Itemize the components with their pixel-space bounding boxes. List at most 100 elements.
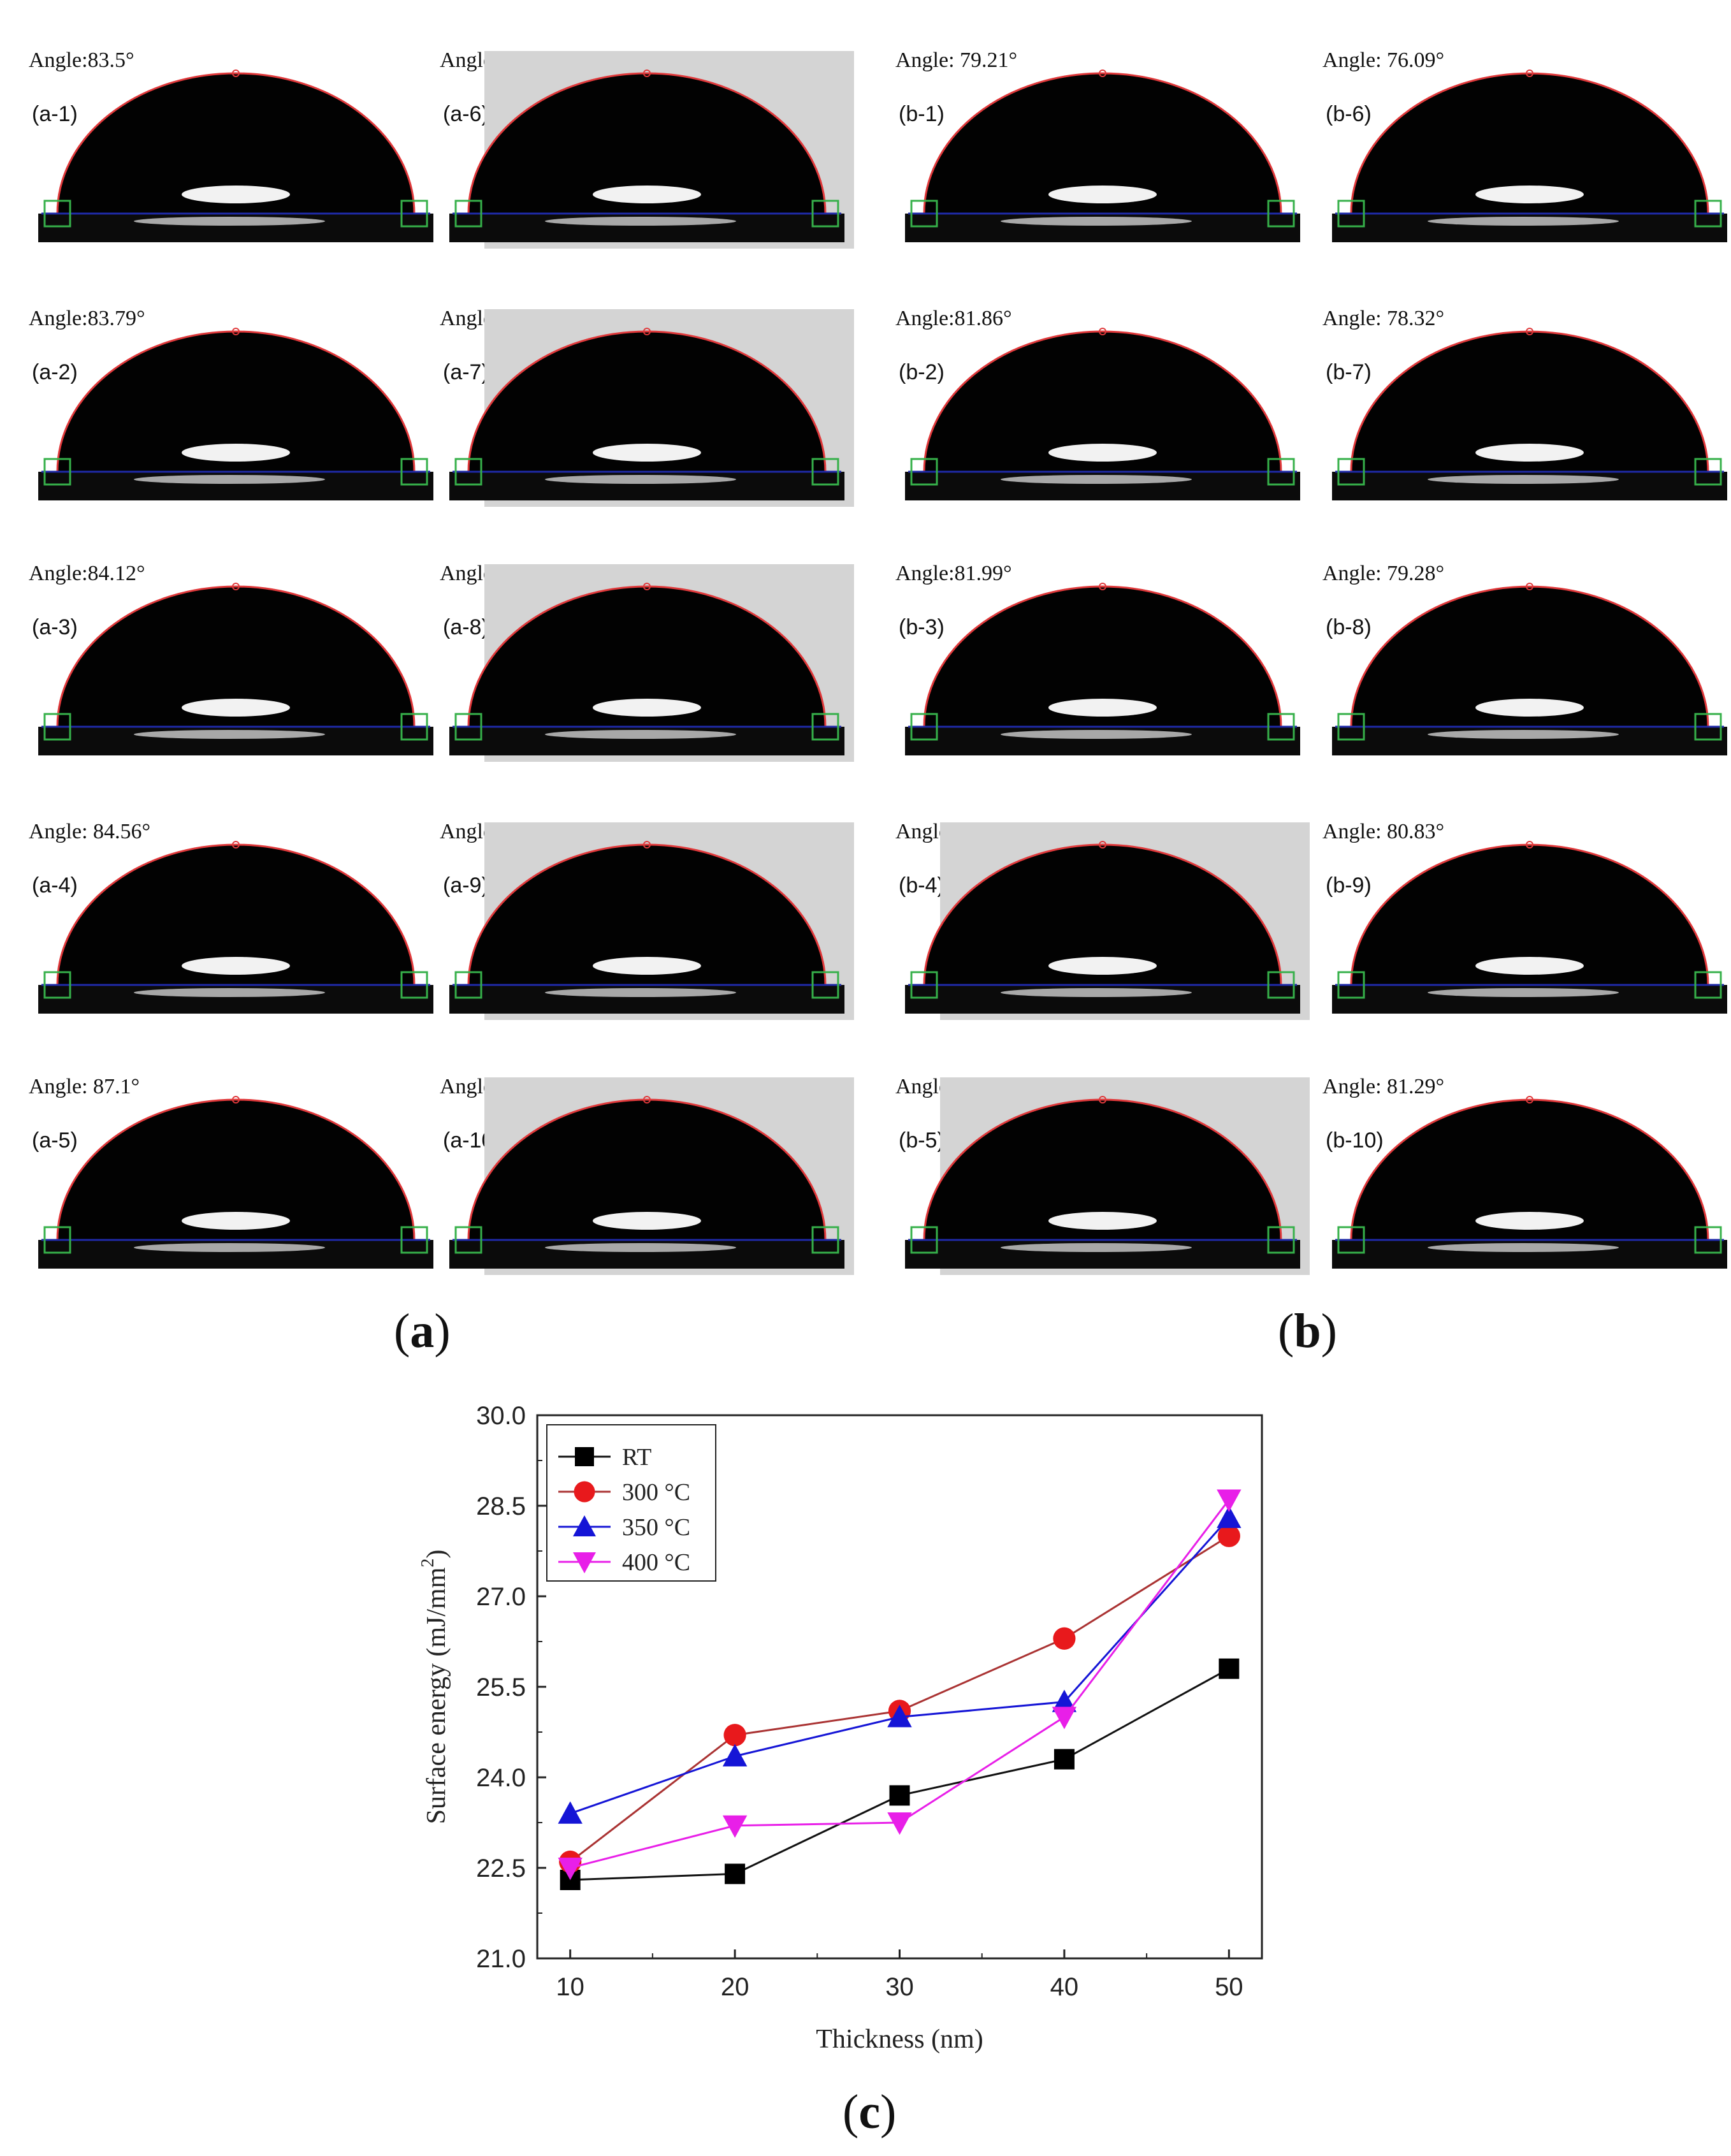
- data-point: [1052, 1707, 1077, 1730]
- droplet-image: Angle:83.79° (a-2): [29, 307, 433, 500]
- image-label: (b-7): [1326, 360, 1372, 384]
- contact-marker-right: [811, 1226, 839, 1254]
- reflection: [545, 475, 736, 484]
- apex-marker: [232, 841, 240, 849]
- y-tick-label: 24.0: [476, 1764, 526, 1792]
- legend-label: 350 °C: [622, 1514, 690, 1541]
- image-label: (b-5): [899, 1128, 945, 1153]
- y-axis-label-close: ): [422, 1550, 451, 1559]
- contact-marker-left: [454, 971, 482, 999]
- apex-marker: [232, 583, 240, 590]
- contact-marker-right: [1694, 713, 1722, 741]
- angle-label: Angle: 79.28°: [1322, 562, 1444, 585]
- contact-marker-left: [43, 971, 71, 999]
- series-1: [560, 1658, 1240, 1890]
- droplet-image: Angle: 79.21° (b-1): [895, 48, 1300, 242]
- reflection: [545, 217, 736, 226]
- apex-marker: [232, 328, 240, 335]
- y-axis-label-main: Surface energy (mJ/mm: [422, 1567, 451, 1824]
- fit-curve: [467, 330, 827, 472]
- data-point: [725, 1863, 746, 1884]
- reflection: [545, 988, 736, 997]
- apex-marker: [232, 69, 240, 77]
- droplet-image: Angle: 81.29° (b-10): [1322, 1075, 1727, 1269]
- contact-marker-left: [454, 1226, 482, 1254]
- contact-marker-left: [910, 1226, 938, 1254]
- droplet-shape: [924, 845, 1281, 985]
- apex-marker: [1099, 841, 1106, 849]
- y-tick-label: 25.5: [476, 1673, 526, 1701]
- image-label: (b-3): [899, 615, 945, 639]
- image-label: (a-9): [443, 873, 489, 898]
- data-point: [723, 1724, 746, 1747]
- series-3: [558, 1505, 1242, 1824]
- reflection: [1048, 186, 1157, 203]
- image-label: (b-1): [899, 102, 945, 126]
- image-label: (b-10): [1326, 1128, 1384, 1153]
- reflection: [134, 988, 325, 997]
- angle-label: Angle: 81.29°: [1322, 1075, 1444, 1098]
- y-tick-label: 21.0: [476, 1945, 526, 1973]
- contact-marker-left: [43, 458, 71, 486]
- contact-marker-right: [400, 458, 428, 486]
- image-label: (a-5): [32, 1128, 78, 1153]
- contact-marker-left: [454, 713, 482, 741]
- droplet-image: Angle: 75.72°(a-8): [440, 562, 854, 762]
- fit-curve: [923, 1098, 1282, 1241]
- surface-energy-chart: 21.0 22.5 24.0 25.5 27.0 28.5 30.0 10 20 30 40 50 Th…: [418, 1402, 1263, 2054]
- droplet-image: Angle:81.86° (b-2): [895, 307, 1300, 500]
- contact-marker-right: [400, 1226, 428, 1254]
- contact-marker-right: [400, 971, 428, 999]
- data-point: [1217, 1505, 1242, 1528]
- x-tick-label: 10: [556, 1973, 584, 2001]
- contact-marker-right: [1267, 200, 1295, 228]
- fit-curve: [56, 1098, 416, 1241]
- data-point: [722, 1815, 748, 1838]
- fit-curve: [56, 330, 416, 472]
- image-label: (b-9): [1326, 873, 1372, 898]
- contact-marker-right: [1694, 458, 1722, 486]
- droplet-image: Angle:83.5° (a-1): [29, 48, 433, 242]
- reflection: [1475, 699, 1584, 717]
- legend-label: RT: [622, 1444, 651, 1471]
- fit-curve: [1350, 843, 1709, 986]
- legend-marker: [575, 1447, 594, 1466]
- contact-marker-right: [811, 971, 839, 999]
- reflection: [1001, 988, 1192, 997]
- apex-marker: [1526, 69, 1533, 77]
- fit-curve: [467, 1098, 827, 1241]
- droplet-image: Angle: 78.32° (b-7): [1322, 307, 1727, 500]
- droplet-shape: [1351, 1100, 1708, 1240]
- image-label: (a-7): [443, 360, 489, 384]
- contact-marker-right: [1694, 200, 1722, 228]
- reflection: [1048, 444, 1157, 462]
- droplet-shape: [1351, 73, 1708, 214]
- angle-label: Angle: 79.21°: [895, 48, 1017, 72]
- droplet-image: Angle: 76.09° (b-6): [1322, 48, 1727, 242]
- contact-marker-left: [910, 971, 938, 999]
- angle-label: Angle:84.12°: [29, 562, 145, 585]
- droplet-image: Angle: 72.35°(a-6): [440, 48, 854, 249]
- image-label: (b-2): [899, 360, 945, 384]
- image-label: (a-8): [443, 615, 489, 639]
- fit-curve: [467, 585, 827, 727]
- legend-label: 300 °C: [622, 1479, 690, 1506]
- reflection: [134, 730, 325, 739]
- y-tick-label: 27.0: [476, 1583, 526, 1611]
- apex-marker: [1526, 841, 1533, 849]
- droplet-image: Angle: 85.39°(b-5): [895, 1075, 1310, 1275]
- reflection: [182, 957, 290, 975]
- contact-marker-right: [1267, 713, 1295, 741]
- droplet-shape: [924, 1100, 1281, 1240]
- contact-marker-left: [910, 200, 938, 228]
- x-tick-label: 30: [885, 1973, 914, 2001]
- data-point: [1217, 1489, 1242, 1512]
- reflection: [134, 217, 325, 226]
- contact-marker-left: [1337, 713, 1365, 741]
- data-point: [889, 1785, 910, 1806]
- droplet-shape: [468, 586, 825, 727]
- data-point: [1217, 1524, 1240, 1547]
- reflection: [182, 699, 290, 717]
- image-label: (a-3): [32, 615, 78, 639]
- droplet-image: Angle:84.12° (a-3): [29, 562, 433, 755]
